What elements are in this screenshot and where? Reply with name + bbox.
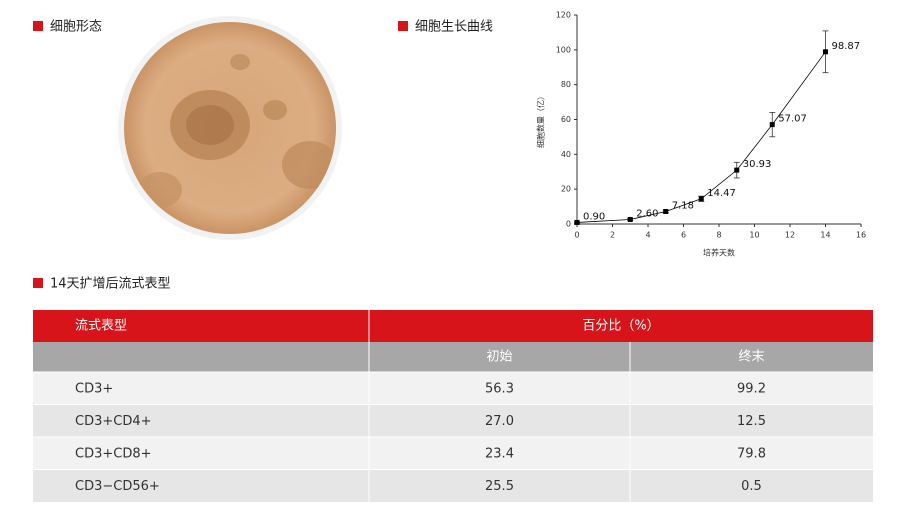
x-tick-label: 4 [645, 231, 650, 240]
table: 流式表型 百分比（%） 初始 终末 CD3+ 56.3 99.2 CD3+CD4+ 27.0 12… [33, 310, 873, 502]
section-heading: 细胞生长曲线 [398, 20, 493, 35]
y-tick-label: 40 [561, 150, 571, 159]
heading-marker [398, 21, 408, 31]
table-cell: 12.5 [737, 414, 766, 429]
header-cell: 流式表型 [75, 319, 127, 334]
table-cell: CD3−CD56+ [75, 479, 160, 494]
data-point [823, 49, 828, 55]
table-row-bg [33, 404, 873, 437]
table-subheader-bg [33, 342, 873, 372]
micrograph [118, 16, 342, 240]
heading-text: 细胞形态 [50, 20, 102, 35]
y-tick-label: 0 [566, 220, 571, 229]
data-point [663, 208, 669, 214]
x-tick-label: 2 [610, 231, 615, 240]
y-tick-label: 80 [561, 80, 571, 89]
table-header-bg [33, 310, 873, 342]
table-row-bg [33, 469, 873, 502]
x-tick-label: 0 [574, 231, 579, 240]
data-point [769, 122, 775, 128]
table-cell: CD3+CD4+ [75, 414, 152, 429]
table-cell: 99.2 [737, 382, 766, 397]
data-label: 7.18 [672, 200, 694, 211]
table-row-bg [33, 437, 873, 470]
growth-chart: 培养天数 细胞数量（亿） 0 20 40 60 80 100 120 0 2 4 6 8 10 12 14 1… [536, 11, 867, 258]
x-tick-label: 14 [820, 231, 830, 240]
x-tick-label: 8 [716, 231, 721, 240]
data-label: 2.60 [636, 208, 658, 219]
header-cell: 百分比（%） [582, 319, 659, 334]
table-cell: 79.8 [737, 447, 766, 462]
heading-marker [33, 21, 43, 31]
micrograph-texture [138, 54, 336, 208]
data-label: 30.93 [743, 159, 772, 170]
data-point [734, 167, 740, 173]
data-label: 0.90 [583, 211, 605, 222]
data-label: 57.07 [778, 114, 807, 125]
table-cell: 25.5 [485, 479, 514, 494]
heading-text: 细胞生长曲线 [415, 20, 493, 35]
data-point [627, 216, 633, 222]
cell-cluster [263, 100, 287, 120]
y-tick-label: 60 [561, 115, 571, 124]
heading-marker [33, 278, 43, 288]
table-cell: CD3+CD8+ [75, 447, 152, 462]
y-axis-label: 细胞数量（亿） [536, 92, 546, 148]
data-label: 98.87 [832, 41, 861, 52]
y-tick-label: 120 [556, 11, 571, 20]
section-heading: 细胞形态 [33, 20, 102, 35]
table-cell: 23.4 [485, 447, 514, 462]
table-cell: 27.0 [485, 414, 514, 429]
data-point [574, 219, 580, 225]
x-tick-label: 16 [856, 231, 866, 240]
x-axis-label: 培养天数 [703, 248, 735, 258]
data-point [698, 196, 704, 202]
table-cell: CD3+ [75, 382, 113, 397]
x-tick-label: 6 [681, 231, 686, 240]
y-tick-label: 20 [561, 185, 571, 194]
table-cell: 0.5 [741, 479, 762, 494]
x-tick-label: 12 [785, 231, 795, 240]
cell-cluster [230, 54, 250, 70]
data-label: 14.47 [707, 188, 736, 199]
heading-text: 14天扩增后流式表型 [50, 277, 171, 292]
section-heading: 14天扩增后流式表型 [33, 277, 171, 292]
subheader-cell: 初始 [486, 350, 512, 365]
subheader-cell: 终末 [738, 349, 764, 365]
y-tick-label: 100 [556, 45, 571, 54]
table-cell: 56.3 [485, 382, 514, 397]
x-tick-label: 10 [749, 231, 759, 240]
table-row-bg [33, 372, 873, 405]
cell-cluster [186, 105, 234, 145]
cell-cluster [138, 172, 182, 208]
